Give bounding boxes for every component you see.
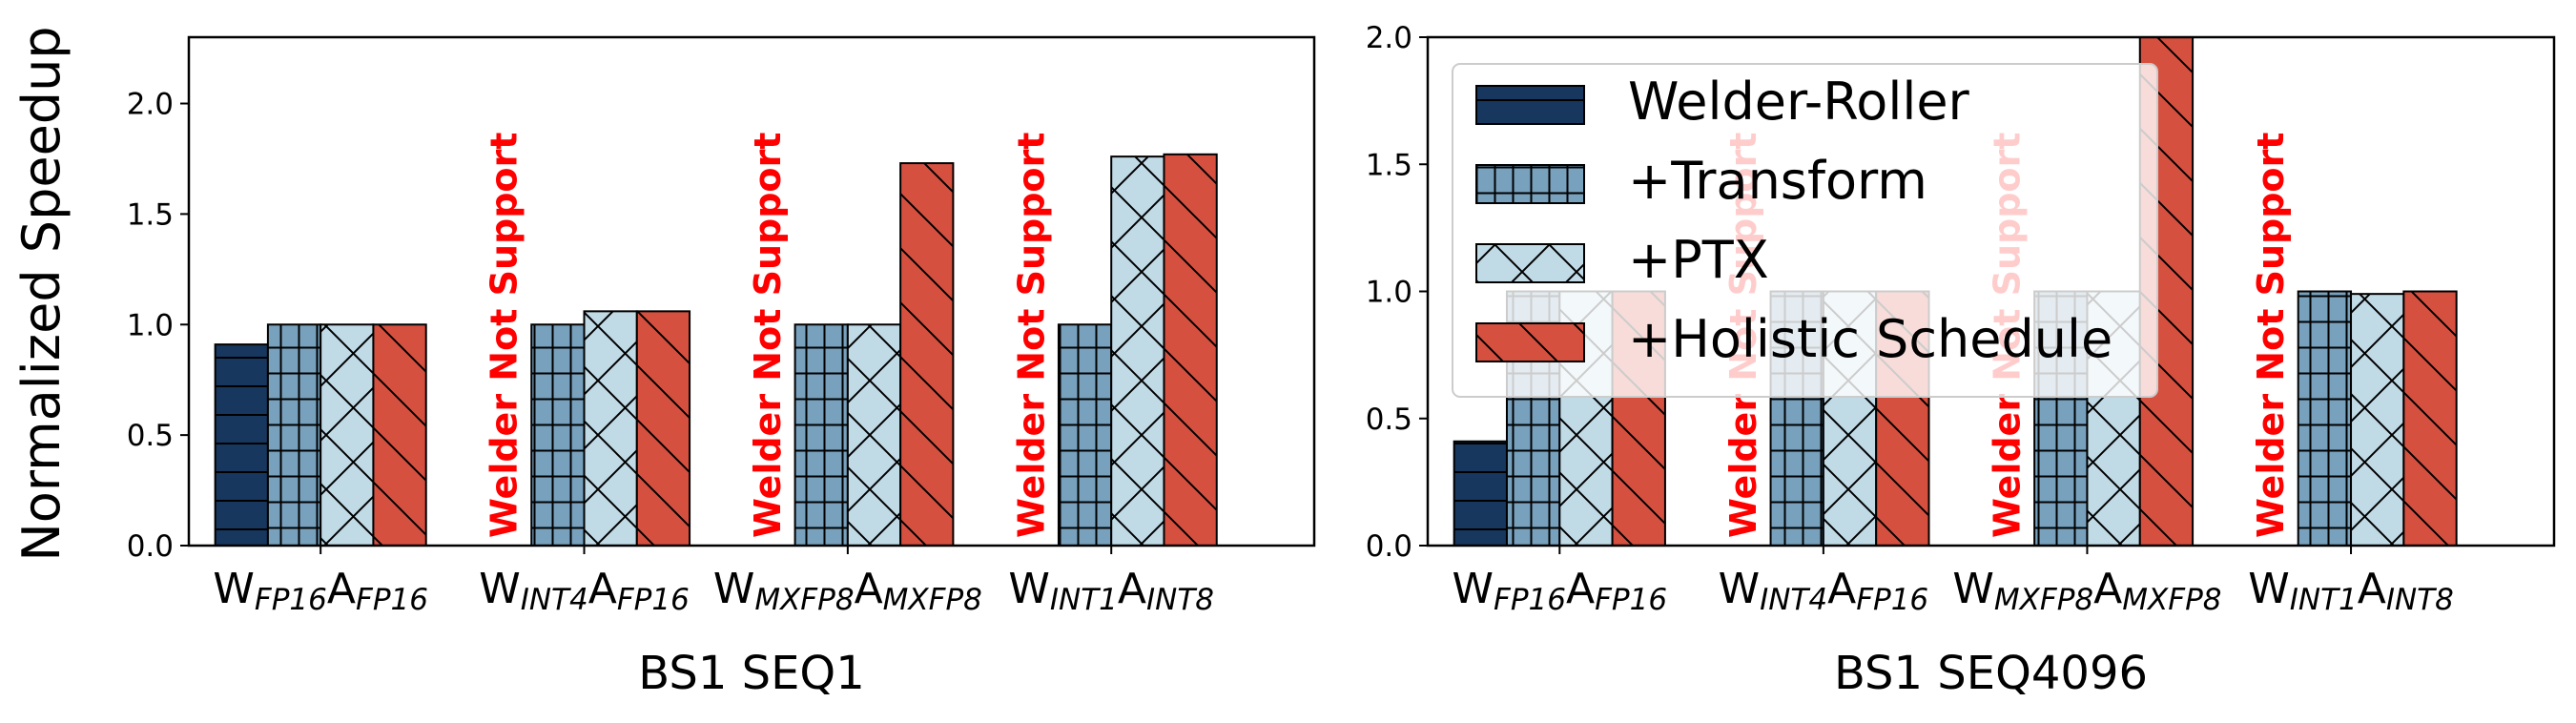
bar-cross-3: [1110, 155, 1165, 546]
x-tick-label: WINT1AINT8: [1008, 565, 1214, 617]
y-tick-label: 1.5: [127, 197, 174, 232]
legend-label: +Transform: [1628, 151, 1927, 211]
bar-grid-3: [1057, 323, 1113, 546]
welder-not-support-label: Welder Not Support: [484, 133, 526, 538]
legend-frame: [1452, 63, 2158, 398]
bar-diag-1: [635, 310, 691, 546]
legend-item: +Holistic Schedule: [1475, 309, 2112, 369]
legend: Welder-Roller +Transform +PTX +Holistic Sch…: [1452, 63, 2158, 398]
x-tick-label: WINT1AINT8: [2248, 565, 2454, 617]
bar-grid-3: [2297, 290, 2353, 546]
y-tick-label: 2.0: [127, 88, 174, 122]
y-tick-label: 1.0: [1366, 276, 1412, 310]
welder-not-support-label: Welder Not Support: [1010, 133, 1052, 538]
bar-diag-3: [1163, 153, 1218, 546]
bar-diag-0: [372, 323, 427, 546]
x-axis-label: BS1 SEQ4096: [1834, 647, 2148, 700]
x-tick-label: WINT4AFP16: [1719, 565, 1929, 617]
x-tick-label: WFP16AFP16: [1452, 565, 1667, 617]
bar-hline-0: [1453, 440, 1508, 546]
y-tick-label: 0.5: [127, 419, 174, 453]
y-tick-label: 2.0: [1366, 21, 1412, 55]
legend-label: Welder-Roller: [1628, 72, 1970, 132]
bar-hline-0: [214, 343, 269, 546]
y-tick-label: 0.5: [1366, 403, 1412, 437]
bar-diag-2: [899, 162, 955, 546]
chart-panel-bs1-seq1: WFP16AFP16 Welder Not Support WINT4AFP16 We…: [127, 35, 1316, 700]
bar-cross-2: [846, 323, 902, 546]
legend-item: Welder-Roller: [1475, 72, 1970, 132]
y-tick-label: 1.0: [127, 308, 174, 342]
welder-not-support-label: Welder Not Support: [2250, 133, 2292, 538]
x-axis-label: BS1 SEQ1: [638, 647, 864, 700]
x-tick-label: WMXFP8AMXFP8: [713, 565, 982, 617]
bar-diag-3: [2402, 290, 2458, 546]
y-tick-label: 0.0: [1366, 529, 1412, 564]
x-tick-label: WINT4AFP16: [479, 565, 690, 617]
welder-not-support-label: Welder Not Support: [747, 133, 789, 538]
bar-cross-0: [319, 323, 375, 546]
bar-grid-2: [793, 323, 849, 546]
x-tick-label: WMXFP8AMXFP8: [1952, 565, 2221, 617]
axes-frame: [187, 35, 1316, 547]
x-tick-label: WFP16AFP16: [213, 565, 428, 617]
legend-label: +Holistic Schedule: [1628, 309, 2112, 369]
bar-grid-1: [530, 323, 586, 546]
legend-item: +PTX: [1475, 230, 1769, 290]
bar-cross-1: [583, 310, 638, 546]
legend-label: +PTX: [1628, 230, 1769, 290]
bars: [214, 153, 1218, 546]
bar-cross-3: [2350, 293, 2405, 546]
legend-item: +Transform: [1475, 151, 1927, 211]
bar-grid-0: [266, 323, 322, 546]
y-tick-label: 0.0: [127, 529, 174, 564]
y-axis-label: Normalized Speedup: [11, 26, 72, 561]
y-tick-label: 1.5: [1366, 148, 1412, 182]
